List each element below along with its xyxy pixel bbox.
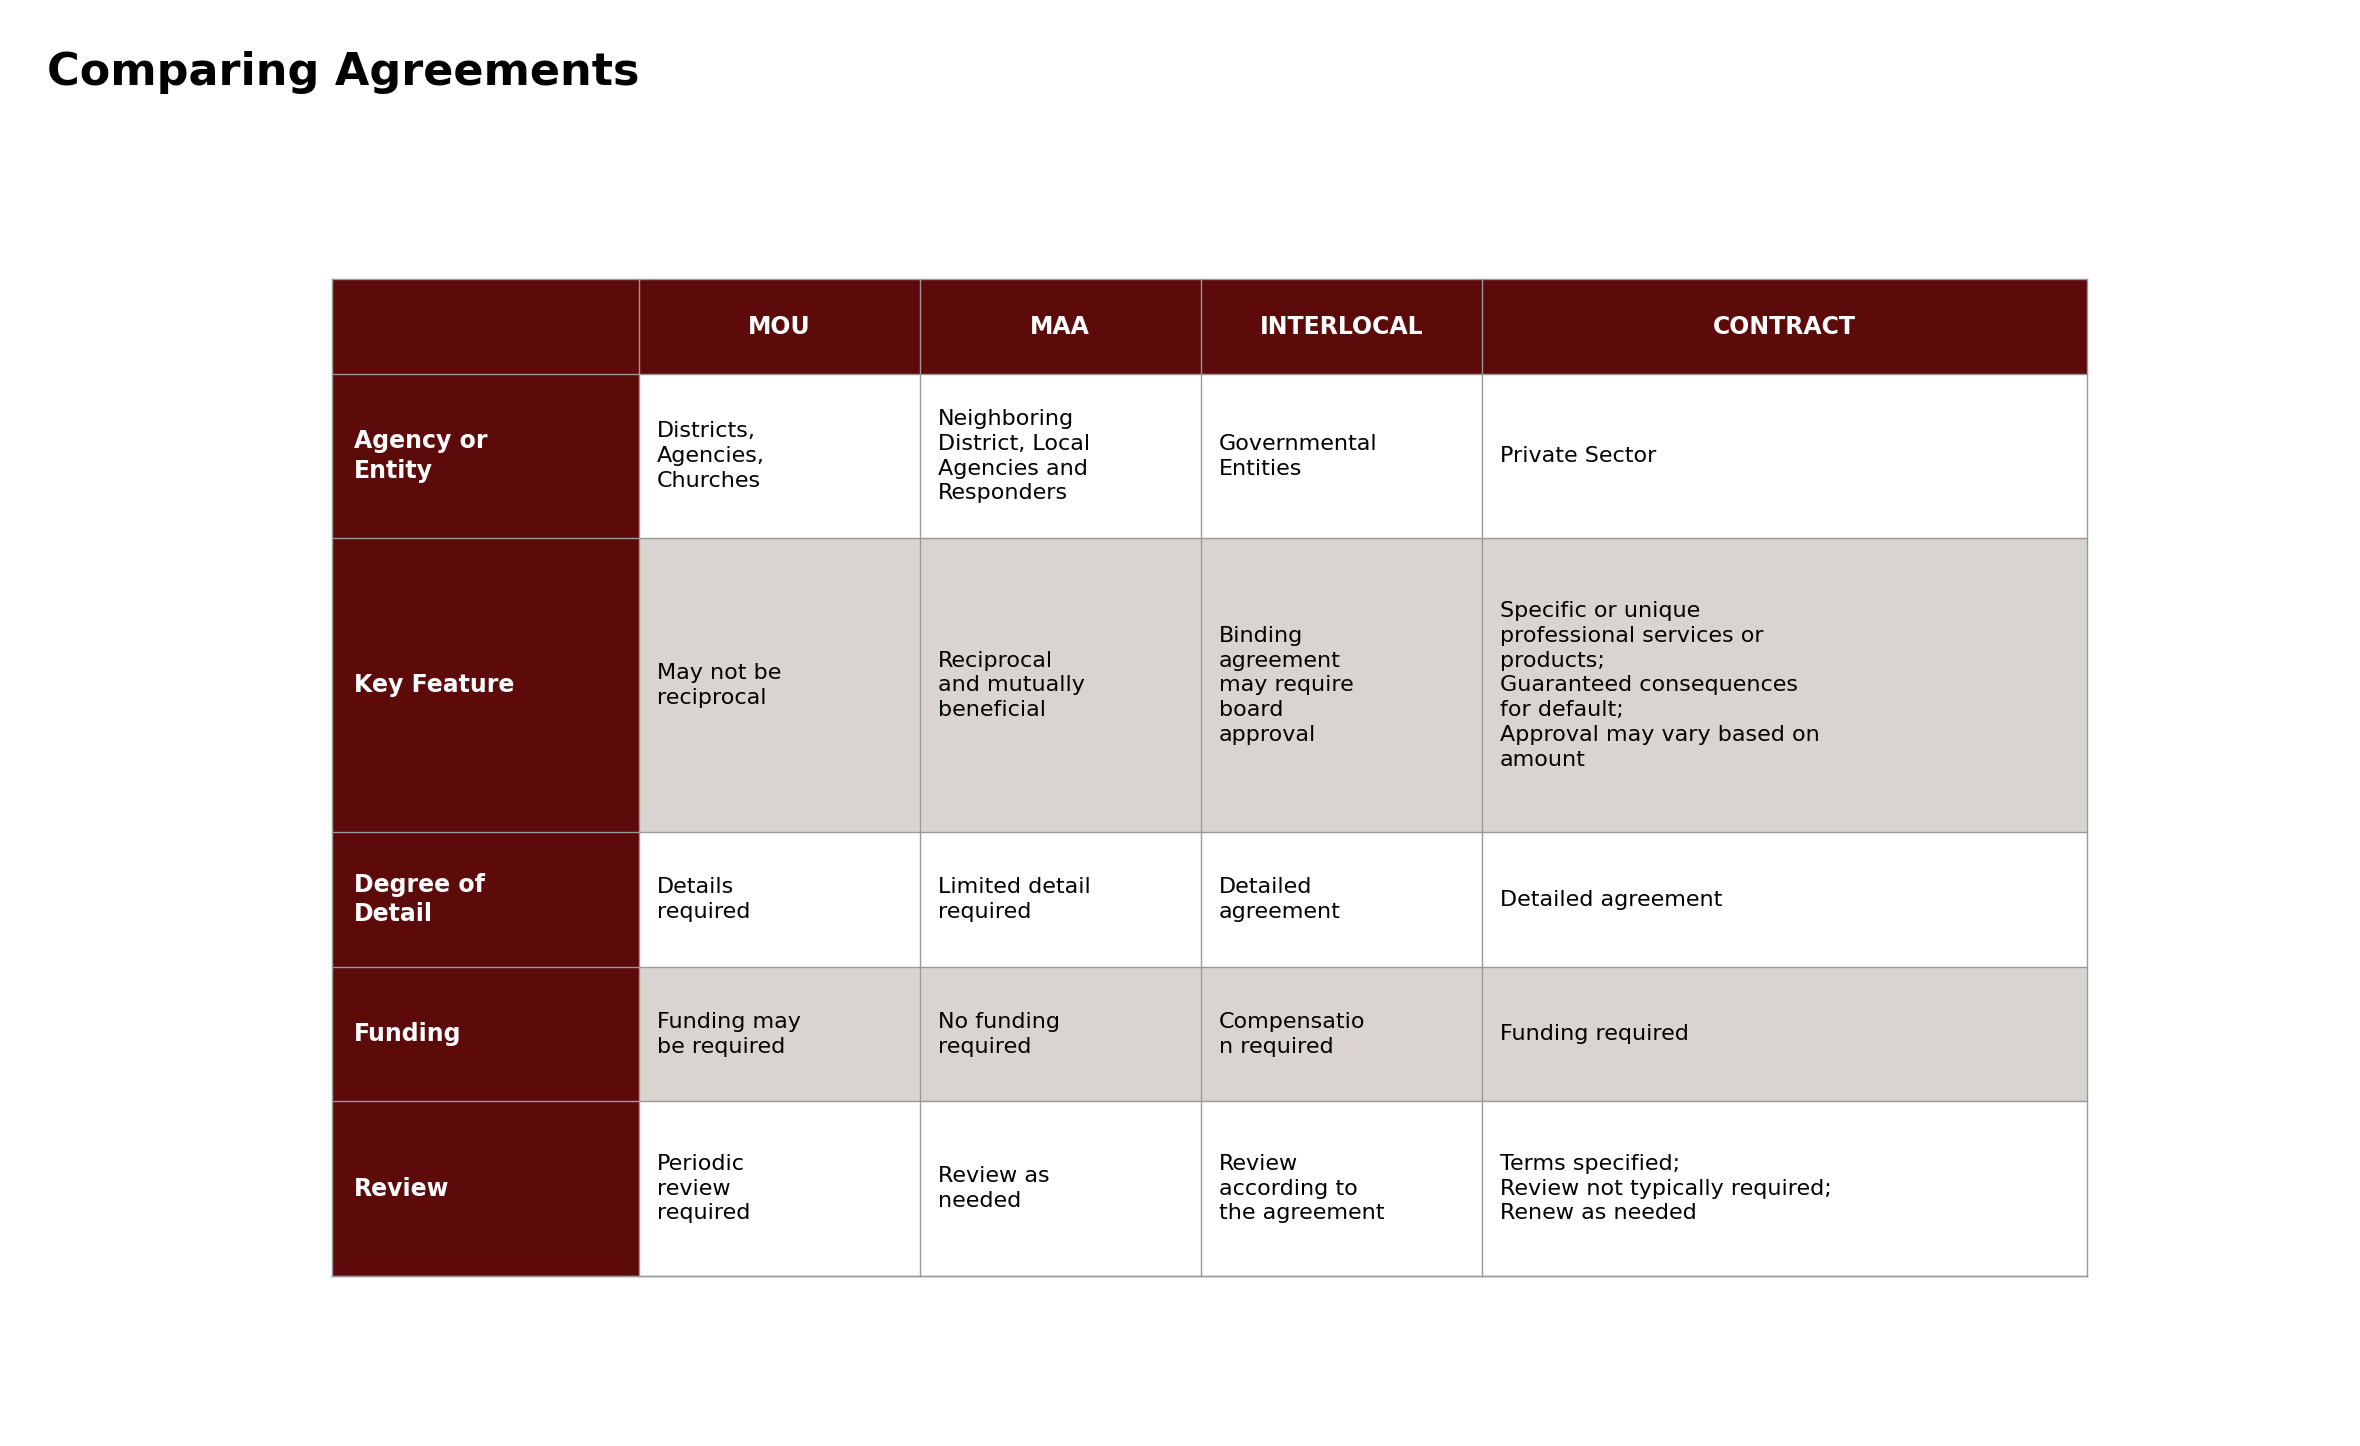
- Bar: [920, 967, 1201, 1102]
- Text: CONTRACT: CONTRACT: [1713, 315, 1855, 338]
- Text: Specific or unique
professional services or
products;
Guaranteed consequences
fo: Specific or unique professional services…: [1501, 602, 1820, 769]
- Bar: [1201, 833, 1482, 967]
- Bar: [330, 833, 640, 967]
- Bar: [1482, 967, 2086, 1102]
- Text: May not be
reciprocal: May not be reciprocal: [656, 662, 781, 707]
- Bar: [1482, 279, 2086, 375]
- Text: Comparing Agreements: Comparing Agreements: [47, 51, 640, 94]
- Bar: [920, 1102, 1201, 1275]
- Bar: [640, 967, 920, 1102]
- Text: No funding
required: No funding required: [937, 1012, 1060, 1057]
- Text: Terms specified;
Review not typically required;
Renew as needed: Terms specified; Review not typically re…: [1501, 1154, 1831, 1223]
- Text: Details
required: Details required: [656, 878, 750, 923]
- Text: Detailed agreement: Detailed agreement: [1501, 889, 1723, 910]
- Text: Neighboring
District, Local
Agencies and
Responders: Neighboring District, Local Agencies and…: [937, 409, 1090, 503]
- Bar: [920, 833, 1201, 967]
- Text: Governmental
Entities: Governmental Entities: [1220, 434, 1378, 479]
- Text: Reciprocal
and mutually
beneficial: Reciprocal and mutually beneficial: [937, 651, 1086, 720]
- Bar: [330, 538, 640, 833]
- Bar: [1201, 279, 1482, 375]
- Text: Key Feature: Key Feature: [354, 674, 514, 697]
- Text: Binding
agreement
may require
board
approval: Binding agreement may require board appr…: [1220, 626, 1355, 745]
- Text: Detailed
agreement: Detailed agreement: [1220, 878, 1340, 923]
- Bar: [640, 375, 920, 538]
- Text: Funding may
be required: Funding may be required: [656, 1012, 800, 1057]
- Bar: [640, 833, 920, 967]
- Bar: [330, 279, 640, 375]
- Bar: [640, 538, 920, 833]
- Bar: [330, 967, 640, 1102]
- Text: Districts,
Agencies,
Churches: Districts, Agencies, Churches: [656, 421, 765, 492]
- Text: Review
according to
the agreement: Review according to the agreement: [1220, 1154, 1385, 1223]
- Text: Review as
needed: Review as needed: [937, 1167, 1050, 1210]
- Text: Limited detail
required: Limited detail required: [937, 878, 1090, 923]
- Bar: [1482, 375, 2086, 538]
- Bar: [330, 375, 640, 538]
- Bar: [1201, 375, 1482, 538]
- Text: Review: Review: [354, 1177, 448, 1200]
- Text: Agency or
Entity: Agency or Entity: [354, 429, 486, 483]
- Bar: [1201, 1102, 1482, 1275]
- Text: Compensatio
n required: Compensatio n required: [1220, 1012, 1366, 1057]
- Text: Private Sector: Private Sector: [1501, 447, 1657, 466]
- Bar: [920, 538, 1201, 833]
- Bar: [1482, 833, 2086, 967]
- Bar: [920, 279, 1201, 375]
- Bar: [1201, 967, 1482, 1102]
- Bar: [1482, 1102, 2086, 1275]
- Text: Periodic
review
required: Periodic review required: [656, 1154, 750, 1223]
- Bar: [330, 1102, 640, 1275]
- Text: Funding required: Funding required: [1501, 1024, 1690, 1044]
- Bar: [1482, 538, 2086, 833]
- Text: Funding: Funding: [354, 1022, 460, 1045]
- Bar: [920, 375, 1201, 538]
- Text: MAA: MAA: [1031, 315, 1090, 338]
- Text: Degree of
Detail: Degree of Detail: [354, 873, 484, 927]
- Text: MOU: MOU: [748, 315, 809, 338]
- Bar: [640, 1102, 920, 1275]
- Bar: [640, 279, 920, 375]
- Text: INTERLOCAL: INTERLOCAL: [1260, 315, 1423, 338]
- Bar: [1201, 538, 1482, 833]
